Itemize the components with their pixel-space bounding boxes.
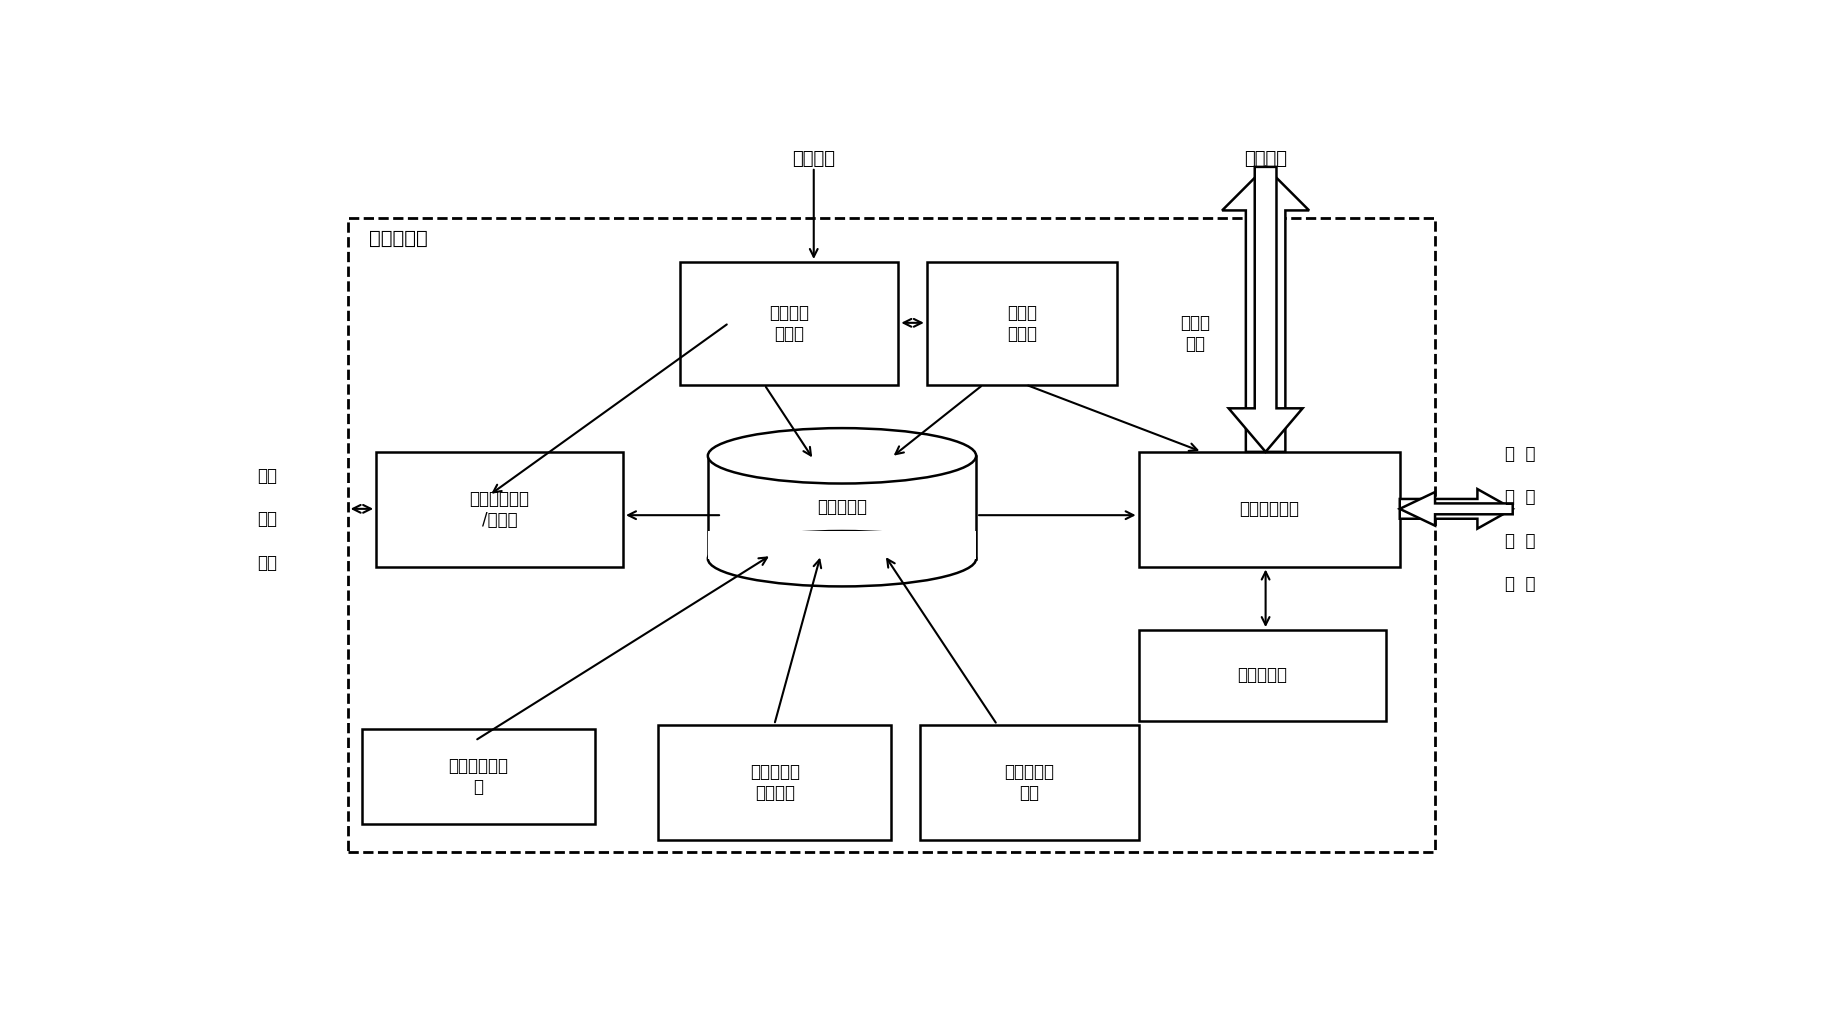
Text: 用户状态搜集
器: 用户状态搜集 器 — [448, 757, 508, 796]
Text: 联  网: 联 网 — [1505, 488, 1534, 507]
Text: 业  务: 业 务 — [1505, 531, 1534, 550]
Text: 数据分
析引擎: 数据分 析引擎 — [1008, 304, 1037, 342]
Text: 服  器: 服 器 — [1505, 576, 1534, 593]
Polygon shape — [1228, 167, 1303, 452]
Text: 用户配置: 用户配置 — [793, 150, 834, 168]
Text: 流服: 流服 — [257, 510, 277, 528]
Bar — [680, 262, 898, 384]
Bar — [927, 262, 1117, 384]
Bar — [707, 455, 977, 559]
Ellipse shape — [707, 531, 977, 586]
Text: 终端系统状
态搜集器: 终端系统状 态搜集器 — [751, 763, 800, 802]
Text: 分流客户端: 分流客户端 — [370, 228, 428, 248]
Text: 移动应用: 移动应用 — [1244, 150, 1286, 168]
Text: 业务数
据流: 业务数 据流 — [1181, 314, 1210, 353]
Text: 分流控制模块: 分流控制模块 — [1239, 501, 1299, 518]
Text: 至分: 至分 — [257, 467, 277, 484]
Bar — [363, 729, 594, 823]
Text: 数据缓存器: 数据缓存器 — [1237, 666, 1286, 685]
Bar — [658, 725, 891, 840]
Text: 务器: 务器 — [257, 554, 277, 572]
Text: 分流信息发送
/接收器: 分流信息发送 /接收器 — [470, 490, 530, 528]
Bar — [1139, 630, 1387, 721]
Bar — [348, 218, 1436, 851]
Bar — [375, 452, 623, 566]
Ellipse shape — [707, 428, 977, 483]
Text: 分流策略
配置器: 分流策略 配置器 — [769, 304, 809, 342]
Text: 至  互: 至 互 — [1505, 445, 1534, 463]
Text: 网络状态搜
集器: 网络状态搜 集器 — [1004, 763, 1055, 802]
Bar — [920, 725, 1139, 840]
Bar — [707, 531, 977, 559]
Polygon shape — [1399, 492, 1512, 525]
Bar — [1139, 452, 1399, 566]
Polygon shape — [1399, 489, 1512, 528]
Polygon shape — [1223, 167, 1308, 452]
Text: 分流数据库: 分流数据库 — [816, 499, 867, 516]
